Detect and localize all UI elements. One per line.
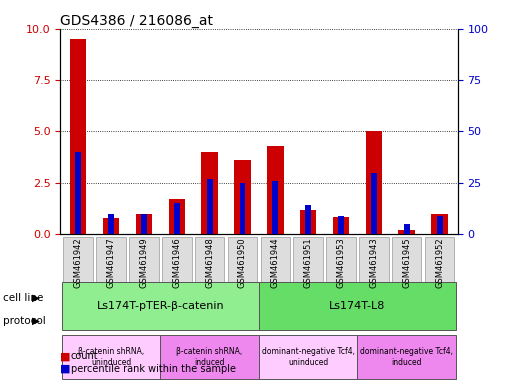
Bar xyxy=(357,335,456,379)
Text: GSM461944: GSM461944 xyxy=(271,237,280,288)
FancyBboxPatch shape xyxy=(96,237,126,290)
Text: ▶: ▶ xyxy=(32,293,40,303)
FancyBboxPatch shape xyxy=(293,237,323,290)
Bar xyxy=(141,214,147,234)
Bar xyxy=(431,214,448,234)
Bar xyxy=(305,205,311,234)
Text: ▶: ▶ xyxy=(32,316,40,326)
Bar xyxy=(404,224,410,234)
Text: Ls174T-pTER-β-catenin: Ls174T-pTER-β-catenin xyxy=(97,301,224,311)
Bar xyxy=(338,216,344,234)
Bar xyxy=(62,335,161,379)
Text: dominant-negative Tcf4,
uninduced: dominant-negative Tcf4, uninduced xyxy=(262,347,355,367)
Bar xyxy=(267,146,283,234)
Text: GSM461949: GSM461949 xyxy=(140,237,149,288)
Bar xyxy=(333,217,349,234)
FancyBboxPatch shape xyxy=(129,237,158,290)
Bar xyxy=(75,152,81,234)
Text: GSM461950: GSM461950 xyxy=(238,237,247,288)
Bar xyxy=(366,131,382,234)
FancyBboxPatch shape xyxy=(195,237,224,290)
Bar xyxy=(108,214,114,234)
Bar xyxy=(300,210,316,234)
FancyBboxPatch shape xyxy=(228,237,257,290)
Text: GSM461946: GSM461946 xyxy=(172,237,181,288)
Text: GSM461948: GSM461948 xyxy=(205,237,214,288)
Text: Ls174T-L8: Ls174T-L8 xyxy=(329,301,385,311)
Bar xyxy=(272,181,278,234)
FancyBboxPatch shape xyxy=(162,237,191,290)
Text: count: count xyxy=(71,351,98,361)
Bar xyxy=(240,183,245,234)
Bar xyxy=(168,199,185,234)
Bar xyxy=(259,281,456,330)
Bar xyxy=(174,204,180,234)
Text: β-catenin shRNA,
induced: β-catenin shRNA, induced xyxy=(176,347,243,367)
Bar xyxy=(70,39,86,234)
Bar xyxy=(437,216,442,234)
Text: GDS4386 / 216086_at: GDS4386 / 216086_at xyxy=(60,14,213,28)
Bar xyxy=(201,152,218,234)
Text: GSM461953: GSM461953 xyxy=(336,237,346,288)
Bar xyxy=(259,335,357,379)
FancyBboxPatch shape xyxy=(359,237,389,290)
Bar xyxy=(161,335,259,379)
Text: GSM461942: GSM461942 xyxy=(74,237,83,288)
Text: ■: ■ xyxy=(60,351,71,361)
Text: cell line: cell line xyxy=(3,293,43,303)
Bar xyxy=(62,281,259,330)
Bar xyxy=(371,172,377,234)
Bar xyxy=(103,218,119,234)
Text: GSM461943: GSM461943 xyxy=(369,237,378,288)
Bar xyxy=(234,160,251,234)
FancyBboxPatch shape xyxy=(425,237,454,290)
Text: GSM461947: GSM461947 xyxy=(107,237,116,288)
FancyBboxPatch shape xyxy=(326,237,356,290)
FancyBboxPatch shape xyxy=(260,237,290,290)
Bar xyxy=(135,214,152,234)
Bar xyxy=(399,230,415,234)
Text: percentile rank within the sample: percentile rank within the sample xyxy=(71,364,235,374)
Bar xyxy=(207,179,212,234)
Text: protocol: protocol xyxy=(3,316,46,326)
FancyBboxPatch shape xyxy=(63,237,93,290)
Text: GSM461951: GSM461951 xyxy=(304,237,313,288)
Text: ■: ■ xyxy=(60,364,71,374)
FancyBboxPatch shape xyxy=(392,237,422,290)
Text: GSM461952: GSM461952 xyxy=(435,237,444,288)
Text: GSM461945: GSM461945 xyxy=(402,237,411,288)
Text: dominant-negative Tcf4,
induced: dominant-negative Tcf4, induced xyxy=(360,347,453,367)
Text: β-catenin shRNA,
uninduced: β-catenin shRNA, uninduced xyxy=(78,347,144,367)
